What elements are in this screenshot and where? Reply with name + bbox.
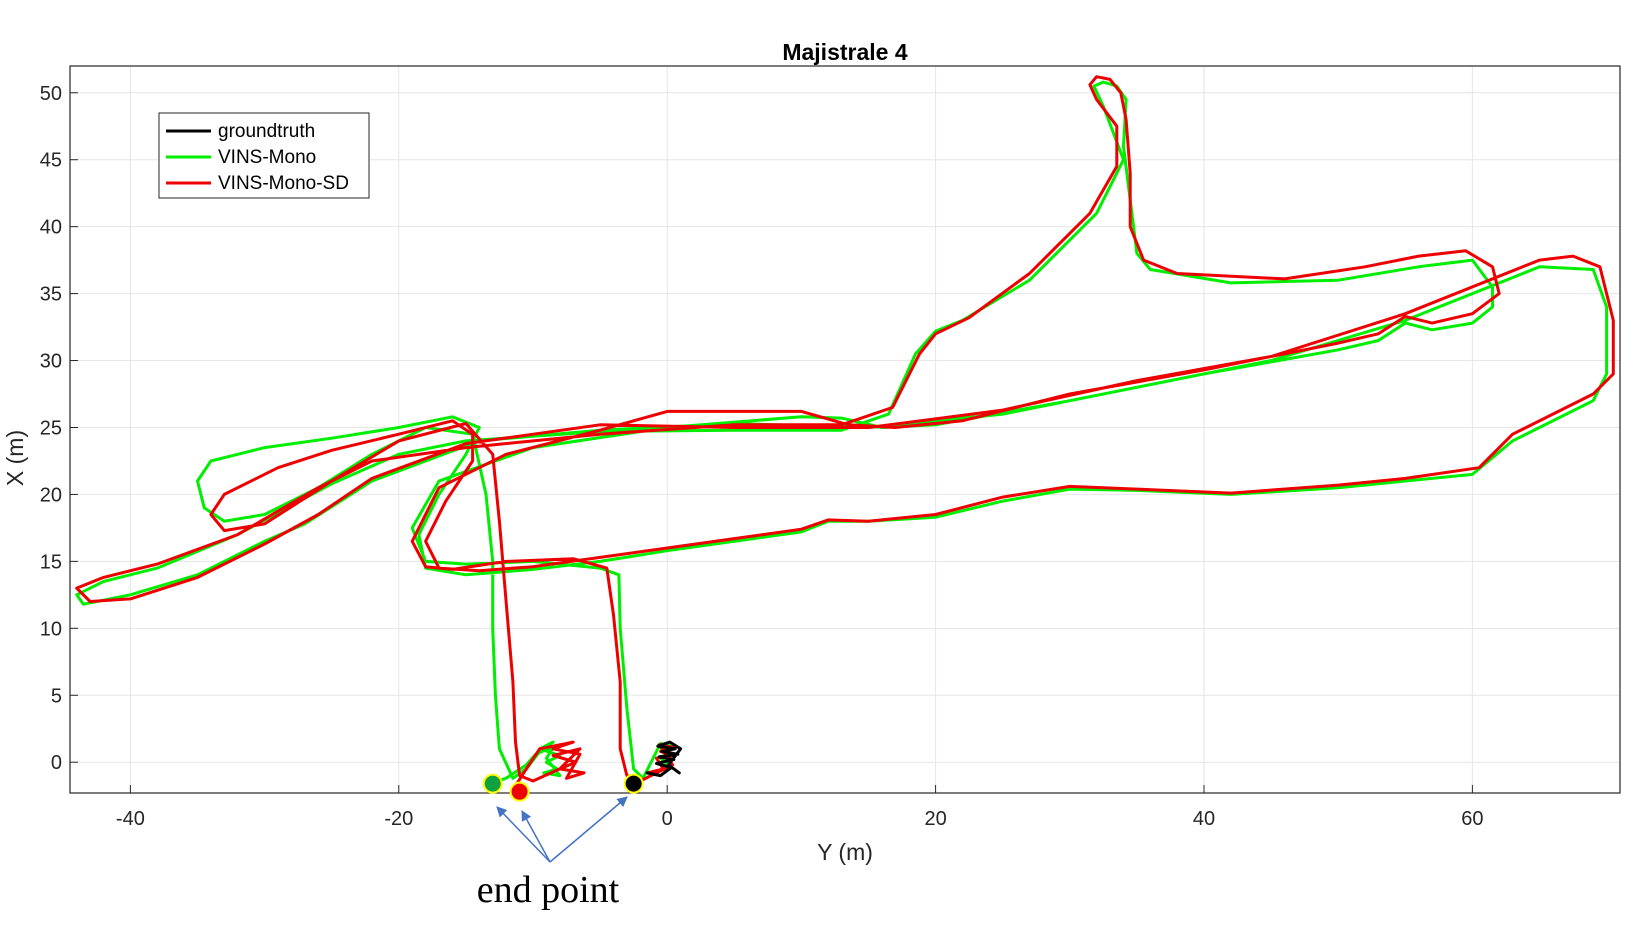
y-tick-label: 45 — [40, 150, 62, 172]
plot-border — [69, 65, 1621, 794]
series-line-groundtruth — [645, 740, 683, 778]
y-tick-label: 35 — [40, 284, 62, 306]
y-tick-label: 25 — [40, 417, 62, 439]
x-tick-label: 20 — [924, 808, 946, 830]
y-tick-label: 50 — [40, 83, 62, 105]
annotation-arrow-green — [496, 806, 551, 863]
y-axis-title: X (m) — [2, 430, 28, 486]
series-layer — [75, 75, 1615, 786]
x-axis-ticks: -40 -20 0 20 40 60 — [116, 785, 1484, 830]
legend: groundtruth VINS-Mono VINS-Mono-SD — [158, 112, 370, 199]
y-tick-label: 10 — [40, 618, 62, 640]
end-point-annotation: end point — [477, 796, 628, 911]
y-tick-label: 20 — [40, 484, 62, 506]
end-markers — [482, 773, 644, 802]
end-point-marker-vins-mono — [482, 773, 503, 794]
chart-title: Majistrale 4 — [782, 39, 907, 65]
y-tick-label: 5 — [51, 685, 62, 707]
y-tick-label: 15 — [40, 551, 62, 573]
annotation-arrow-red — [521, 810, 551, 863]
x-axis-title: Y (m) — [817, 839, 873, 865]
x-tick-label: 60 — [1461, 808, 1483, 830]
annotation-arrow-black — [549, 796, 628, 863]
y-axis-ticks: 0 5 10 15 20 25 30 35 40 45 50 — [40, 83, 78, 774]
annotation-text: end point — [477, 869, 620, 911]
grid — [70, 66, 1620, 793]
x-tick-label: -20 — [384, 808, 413, 830]
y-tick-label: 0 — [51, 752, 62, 774]
x-tick-label: 40 — [1193, 808, 1215, 830]
x-tick-label: -40 — [116, 808, 145, 830]
end-point-marker-vins-mono-sd — [509, 781, 530, 802]
legend-label-vins-mono: VINS-Mono — [218, 147, 316, 168]
y-tick-label: 30 — [40, 351, 62, 373]
series-line-vins-mono-sd — [75, 75, 1615, 786]
y-tick-label: 40 — [40, 217, 62, 239]
legend-label-vins-mono-sd: VINS-Mono-SD — [218, 173, 349, 194]
x-tick-label: 0 — [662, 808, 673, 830]
legend-label-groundtruth: groundtruth — [218, 121, 315, 142]
end-point-marker-groundtruth — [623, 773, 644, 794]
